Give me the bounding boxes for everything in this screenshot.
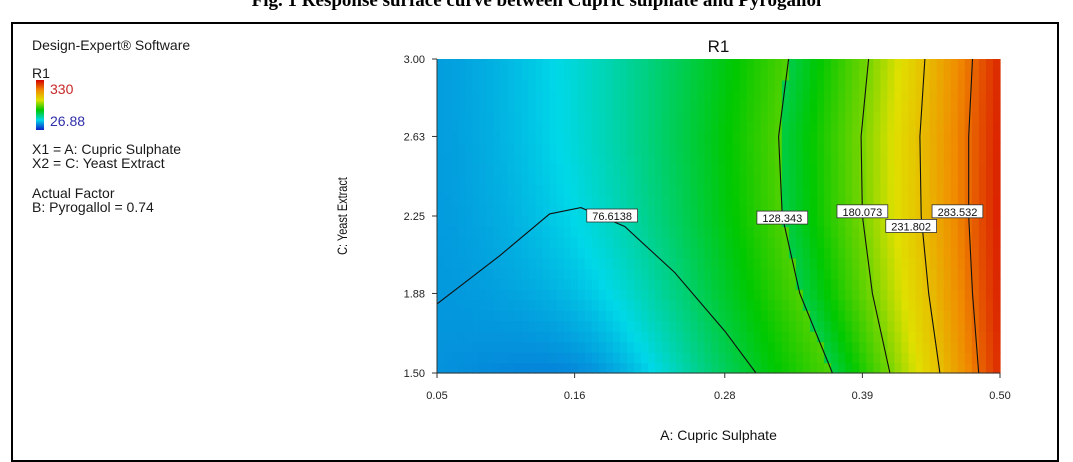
x-tick-label: 0.05 bbox=[426, 390, 447, 402]
y-tick-label: 1.50 bbox=[404, 368, 425, 380]
contour-label-box-5 bbox=[931, 204, 984, 219]
chart-title: R1 bbox=[708, 37, 730, 56]
contour-line-4 bbox=[919, 58, 941, 374]
software-label: Design-Expert® Software bbox=[32, 37, 191, 53]
contour-label-3: 180.073 bbox=[842, 207, 882, 219]
actual-factor-heading: Actual Factor bbox=[32, 185, 115, 201]
actual-factor-value: B: Pyrogallol = 0.74 bbox=[32, 199, 154, 215]
contour-label-box-4 bbox=[885, 219, 937, 233]
response-max-label: 330 bbox=[50, 81, 74, 97]
contour-label-box-2 bbox=[756, 210, 809, 225]
contour-label-box-3 bbox=[836, 204, 889, 219]
contour-label-4: 231.802 bbox=[891, 221, 931, 233]
contour-label-5: 283.532 bbox=[938, 207, 978, 219]
x1-definition: X1 = A: Cupric Sulphate bbox=[32, 141, 182, 157]
y-tick-label: 1.88 bbox=[404, 288, 425, 300]
y-axis-label: C: Yeast Extract bbox=[335, 177, 351, 255]
contour-label-box-1 bbox=[586, 208, 638, 223]
contour-label-1: 76.6138 bbox=[592, 211, 632, 223]
x-axis-label: A: Cupric Sulphate bbox=[660, 427, 777, 443]
y-tick-label: 2.63 bbox=[404, 131, 425, 143]
response-min-label: 26.88 bbox=[50, 113, 86, 129]
contour-label-2: 128.343 bbox=[762, 213, 802, 225]
x-tick-label: 0.28 bbox=[714, 390, 735, 402]
x-tick-label: 0.16 bbox=[564, 390, 585, 402]
figure-caption: Fig. 1 Response surface curve between Cu… bbox=[251, 0, 822, 11]
x-tick-label: 0.50 bbox=[989, 390, 1010, 402]
y-tick-label: 3.00 bbox=[404, 54, 425, 66]
x-tick-label: 0.39 bbox=[852, 390, 873, 402]
response-name: R1 bbox=[32, 65, 50, 81]
y-tick-label: 2.25 bbox=[404, 211, 425, 223]
colorbar bbox=[36, 80, 44, 130]
contour-fill bbox=[437, 59, 1001, 374]
x2-definition: X2 = C: Yeast Extract bbox=[32, 155, 165, 171]
